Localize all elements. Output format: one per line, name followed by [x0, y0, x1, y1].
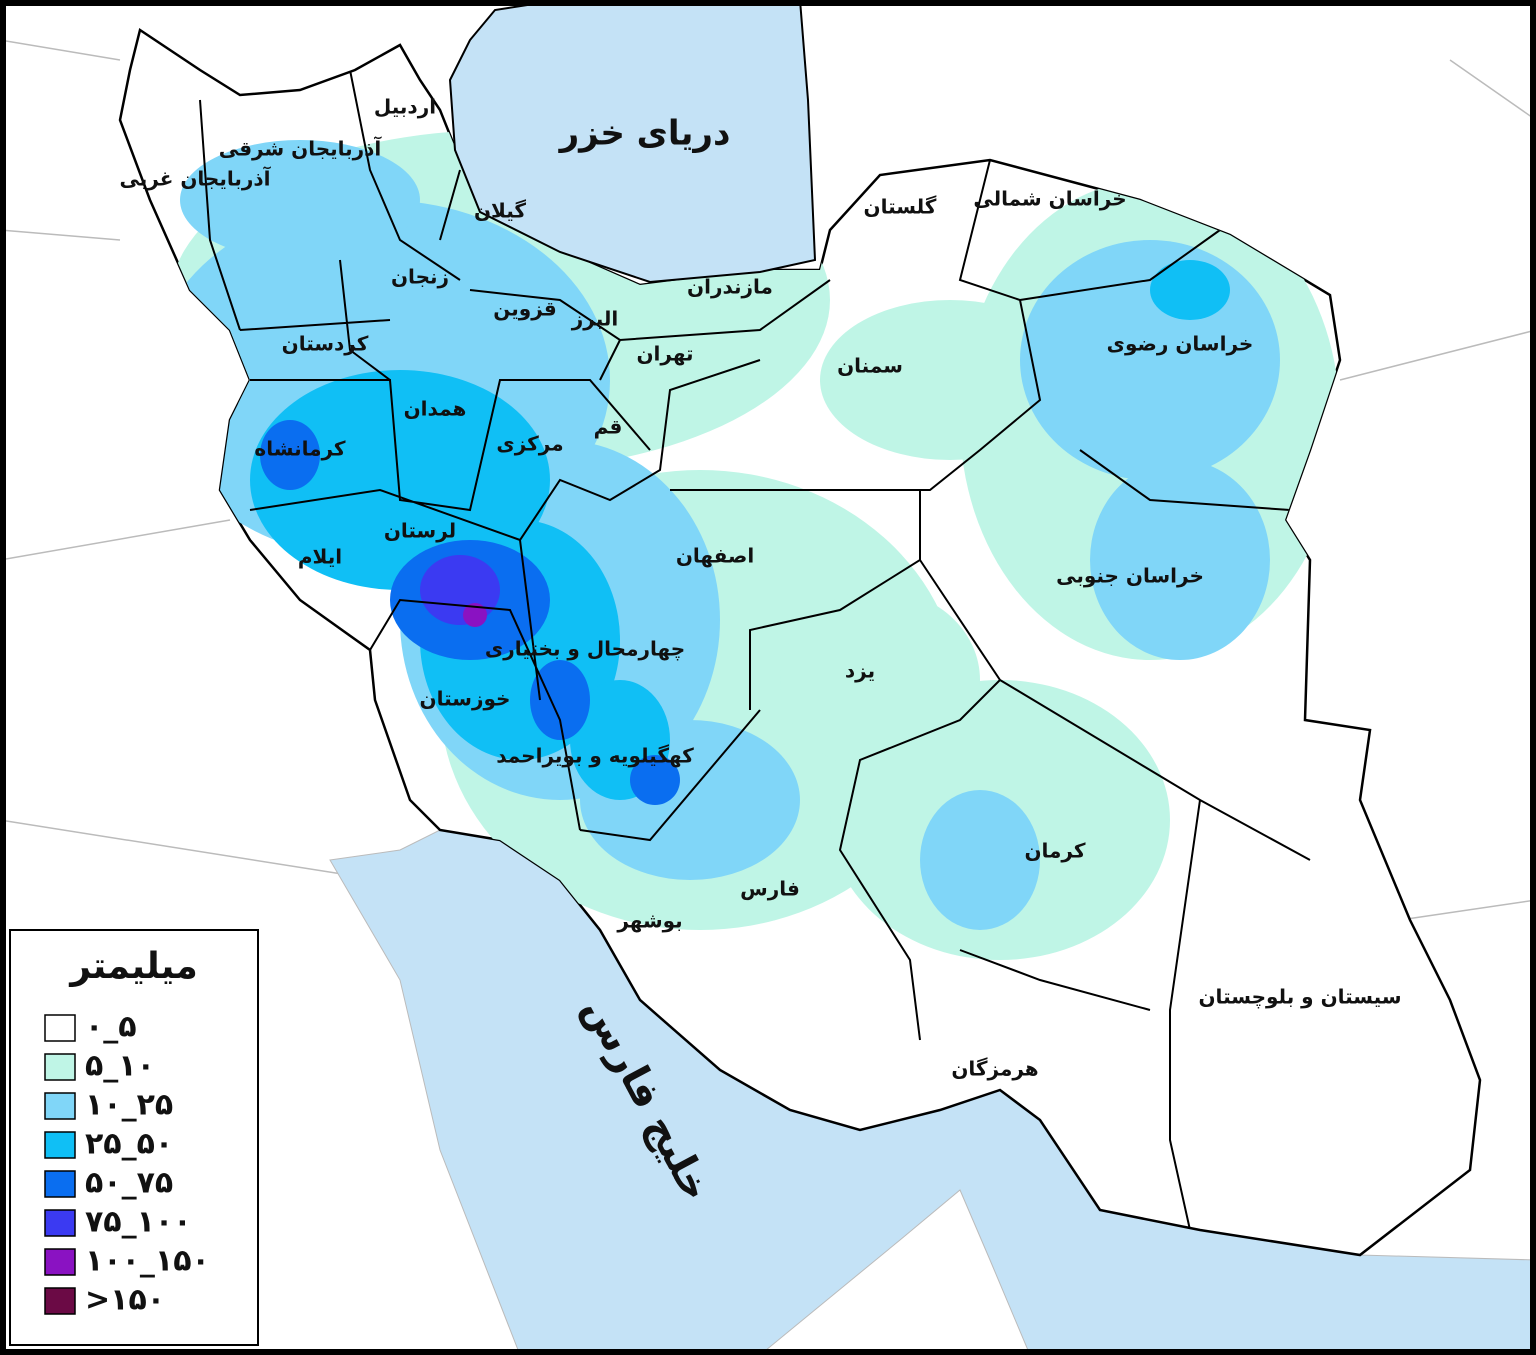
province-borders: [199, 69, 1311, 1231]
province-label: سیستان و بلوچستان: [1198, 985, 1401, 1010]
legend-label: ۲۵_۵۰: [85, 1127, 173, 1162]
province-label: کهگیلویه و بویراحمد: [496, 744, 694, 768]
province-label: سمنان: [837, 354, 903, 378]
legend-label: ۵۰_۷۵: [85, 1166, 173, 1201]
sea: [448, 0, 817, 284]
province-label: گلستان: [864, 195, 937, 219]
legend-label: ۱۰۰_۱۵۰: [85, 1244, 210, 1279]
province-label: آذربایجان غربی: [120, 166, 272, 191]
province-label: لرستان: [384, 519, 456, 543]
legend: میلیمتر ۰_۵ ۵_۱۰ ۱۰_۲۵ ۲۵_۵۰ ۵۰_۷۵ ۷۵_۱۰۰ ۱۰۰_۱…: [9, 929, 259, 1346]
province-label: خراسان رضوی: [1107, 332, 1254, 356]
legend-swatch: [44, 1131, 76, 1159]
province-label: بوشهر: [616, 909, 682, 933]
province-label: خراسان جنوبی: [1056, 564, 1204, 588]
province-label: گیلان: [474, 199, 526, 223]
province-label: تهران: [636, 342, 693, 366]
legend-label: ۰_۵: [85, 1010, 137, 1045]
province-label: زنجان: [391, 265, 449, 289]
sea-label: دریای خزر: [558, 114, 731, 154]
legend-label: ۵_۱۰: [85, 1049, 155, 1084]
legend-label: ۷۵_۱۰۰: [85, 1205, 192, 1240]
province-label: البرز: [571, 307, 618, 331]
province-label: اصفهان: [676, 544, 754, 568]
province-label: مازندران: [687, 275, 773, 299]
legend-label: ۱۰_۲۵: [85, 1088, 173, 1123]
province-label: خراسان شمالی: [973, 187, 1126, 211]
province-label: کرمان: [1024, 839, 1085, 863]
province-label: آذربایجان شرقی: [219, 136, 383, 161]
province-label: کردستان: [282, 332, 369, 356]
legend-swatch: [44, 1170, 76, 1198]
legend-swatch: [44, 1287, 76, 1315]
rainfall: [150, 130, 1340, 960]
province-label: ایلام: [298, 545, 342, 569]
province-label: فارس: [740, 877, 800, 901]
legend-label: >۱۵۰: [85, 1283, 165, 1318]
province-label: هرمزگان: [951, 1057, 1038, 1081]
legend-swatch: [44, 1092, 76, 1120]
neighbor-borders: [0, 39, 1536, 921]
legend-swatch: [44, 1053, 76, 1081]
legend-swatch: [44, 1014, 76, 1042]
province-label: قم: [594, 415, 623, 439]
province-label: چهارمحال و بختیاری: [485, 637, 685, 662]
province-label: کرمانشاه: [254, 437, 346, 461]
province-label: قزوین: [493, 297, 556, 321]
province-label: مرکزی: [496, 432, 563, 456]
province-label: اردبیل: [374, 95, 436, 119]
province-label: خوزستان: [420, 687, 511, 711]
province-label: همدان: [404, 397, 467, 421]
legend-swatch: [44, 1209, 76, 1237]
province-label: یزد: [845, 659, 875, 683]
legend-swatch: [44, 1248, 76, 1276]
legend-title: میلیمتر: [68, 946, 198, 987]
